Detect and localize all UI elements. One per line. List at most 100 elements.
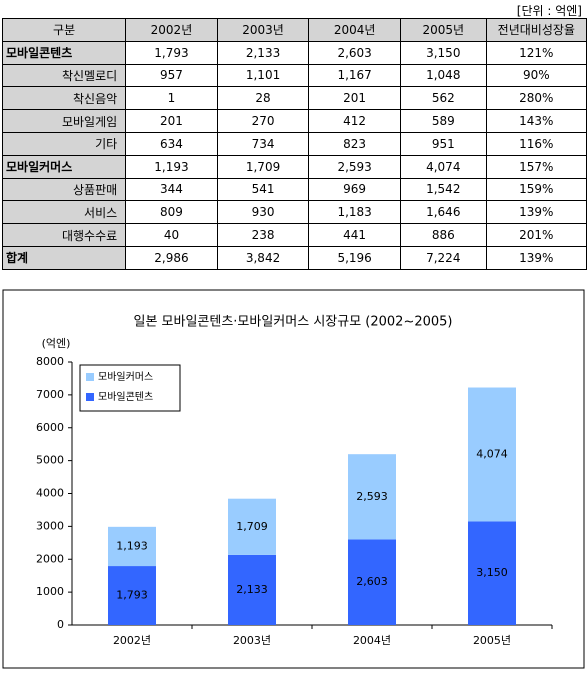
table-cell: 착신멜로디 bbox=[1, 63, 127, 88]
table-cell: 28 bbox=[216, 86, 310, 111]
table-row: 모바일게임 201 270 412 589 143% bbox=[1, 109, 587, 133]
table-cell: 모바일콘텐츠 bbox=[1, 40, 127, 65]
y-tick-label: 0 bbox=[57, 618, 64, 631]
table-row: 대행수수료 40 238 441 886 201% bbox=[1, 223, 587, 247]
x-tick-label: 2005년 bbox=[473, 634, 511, 647]
table-cell: 합계 bbox=[1, 245, 127, 270]
table-cell: 344 bbox=[125, 177, 218, 202]
table-cell: 270 bbox=[216, 109, 310, 133]
table-cell: 모바일커머스 bbox=[1, 154, 127, 179]
table-row: 합계 2,986 3,842 5,196 7,224 139% bbox=[1, 245, 587, 270]
table-cell: 541 bbox=[216, 177, 310, 202]
table-cell: 238 bbox=[216, 223, 310, 247]
y-tick-label: 5000 bbox=[36, 454, 64, 467]
table-cell: 3,842 bbox=[216, 245, 310, 270]
table-cell: 2,986 bbox=[125, 245, 218, 270]
table-cell: 1,793 bbox=[125, 40, 218, 65]
data-table: 구분 2002년 2003년 2004년 2005년 전년대비성장율 모바일콘텐츠 1,793… bbox=[1, 18, 587, 270]
table-cell: 139% bbox=[485, 200, 587, 225]
chart-title: 일본 모바일콘텐츠·모바일커머스 시장규모 (2002~2005) bbox=[133, 315, 452, 330]
y-tick-label: 8000 bbox=[36, 355, 64, 368]
bar-segment bbox=[228, 498, 276, 555]
table-cell: 2,603 bbox=[308, 40, 401, 65]
table-cell: 대행수수료 bbox=[1, 223, 127, 247]
table-cell: 886 bbox=[399, 223, 487, 247]
table-cell: 201 bbox=[125, 109, 218, 133]
x-tick-label: 2004년 bbox=[353, 634, 391, 647]
table-row: 서비스 809 930 1,183 1,646 139% bbox=[1, 200, 587, 225]
table-cell: 1,167 bbox=[308, 63, 401, 88]
table-cell: 4,074 bbox=[399, 154, 487, 179]
table-cell: 1,709 bbox=[216, 154, 310, 179]
y-tick-label: 1000 bbox=[36, 585, 64, 598]
unit-note: [단위 : 억엔] bbox=[516, 4, 582, 18]
y-tick-label: 6000 bbox=[36, 421, 64, 434]
table-cell: 930 bbox=[216, 200, 310, 225]
table-cell: 1,193 bbox=[125, 154, 218, 179]
table-cell: 5,196 bbox=[308, 245, 401, 270]
value-label: 1,193 bbox=[116, 539, 148, 552]
bar-segment bbox=[108, 566, 156, 625]
table-cell: 143% bbox=[485, 109, 587, 133]
header-cell: 2002년 bbox=[125, 18, 218, 42]
value-label: 2,593 bbox=[356, 490, 388, 503]
table-cell: 착신음악 bbox=[1, 86, 127, 111]
table-cell: 589 bbox=[399, 109, 487, 133]
legend-swatch bbox=[86, 373, 94, 381]
header-cell: 2003년 bbox=[216, 18, 310, 42]
table-cell: 1 bbox=[125, 86, 218, 111]
table-row: 기타 634 734 823 951 116% bbox=[1, 131, 587, 156]
table-row: 모바일커머스 1,193 1,709 2,593 4,074 157% bbox=[1, 154, 587, 179]
value-label: 3,150 bbox=[476, 566, 508, 579]
table-cell: 1,183 bbox=[308, 200, 401, 225]
table-cell: 734 bbox=[216, 131, 310, 156]
bar-segment bbox=[108, 526, 156, 567]
header-cell: 전년대비성장율 bbox=[485, 18, 587, 42]
value-label: 2,133 bbox=[236, 583, 268, 596]
table-cell: 40 bbox=[125, 223, 218, 247]
table-cell: 116% bbox=[485, 131, 587, 156]
table-cell: 기타 bbox=[1, 131, 127, 156]
table-cell: 2,593 bbox=[308, 154, 401, 179]
table-cell: 139% bbox=[485, 245, 587, 270]
y-axis-label: (억엔) bbox=[42, 337, 71, 350]
table-cell: 957 bbox=[125, 63, 218, 88]
table-cell: 상품판매 bbox=[1, 177, 127, 202]
legend-label: 모바일커머스 bbox=[98, 371, 153, 383]
table-cell: 951 bbox=[399, 131, 487, 156]
y-tick-label: 3000 bbox=[36, 519, 64, 532]
table-row: 착신멜로디 957 1,101 1,167 1,048 90% bbox=[1, 63, 587, 88]
table-row: 착신음악 1 28 201 562 280% bbox=[1, 86, 587, 111]
bar-segment bbox=[468, 521, 516, 625]
table-cell: 412 bbox=[308, 109, 401, 133]
header-cell: 구분 bbox=[1, 18, 127, 42]
legend-swatch bbox=[86, 393, 94, 401]
table-cell: 159% bbox=[485, 177, 587, 202]
table-cell: 157% bbox=[485, 154, 587, 179]
table-cell: 2,133 bbox=[216, 40, 310, 65]
table-cell: 모바일게임 bbox=[1, 109, 127, 133]
table-cell: 969 bbox=[308, 177, 401, 202]
table-cell: 280% bbox=[485, 86, 587, 111]
x-tick-label: 2002년 bbox=[113, 634, 151, 647]
bar-segment bbox=[348, 539, 396, 625]
x-tick-label: 2003년 bbox=[233, 634, 271, 647]
value-label: 2,603 bbox=[356, 575, 388, 588]
table-cell: 121% bbox=[485, 40, 587, 65]
table-cell: 201% bbox=[485, 223, 587, 247]
table-cell: 823 bbox=[308, 131, 401, 156]
table-cell: 1,646 bbox=[399, 200, 487, 225]
table-row: 상품판매 344 541 969 1,542 159% bbox=[1, 177, 587, 202]
legend-label: 모바일콘텐츠 bbox=[98, 391, 153, 403]
table-cell: 7,224 bbox=[399, 245, 487, 270]
value-label: 4,074 bbox=[476, 447, 508, 460]
legend bbox=[79, 364, 181, 412]
y-tick-label: 2000 bbox=[36, 552, 64, 565]
table-cell: 90% bbox=[485, 63, 587, 88]
y-tick-label: 4000 bbox=[36, 487, 64, 500]
bar-segment bbox=[468, 387, 516, 522]
table-cell: 1,048 bbox=[399, 63, 487, 88]
table-cell: 441 bbox=[308, 223, 401, 247]
chart: 일본 모바일콘텐츠·모바일커머스 시장규모 (2002~2005) (억엔) 0… bbox=[2, 289, 585, 669]
table-cell: 201 bbox=[308, 86, 401, 111]
